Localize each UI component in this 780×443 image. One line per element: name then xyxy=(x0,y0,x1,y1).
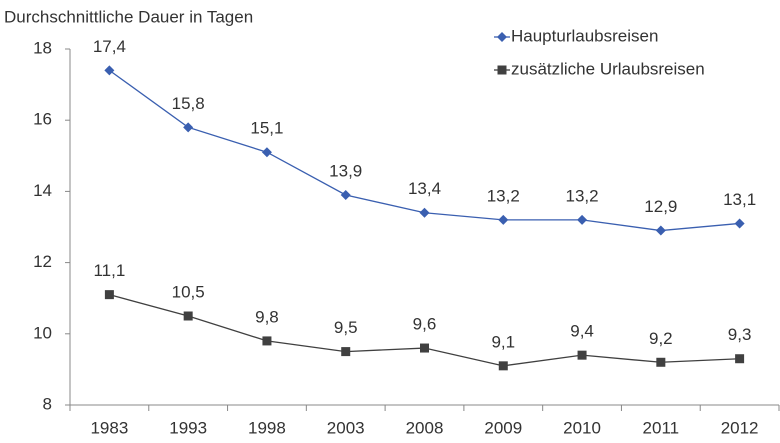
legend-swatch-marker xyxy=(497,65,507,75)
x-tick-label: 2012 xyxy=(721,418,759,437)
data-point xyxy=(261,147,272,158)
data-label: 9,4 xyxy=(570,322,594,341)
data-point xyxy=(420,343,429,353)
y-tick-label: 18 xyxy=(33,38,52,57)
data-point xyxy=(656,357,666,367)
data-label: 13,2 xyxy=(487,186,520,205)
x-tick-label: 2003 xyxy=(327,418,365,437)
data-point xyxy=(104,65,115,76)
data-point xyxy=(183,311,193,321)
y-tick-label: 16 xyxy=(33,110,52,129)
data-point xyxy=(577,214,588,225)
data-label: 15,1 xyxy=(250,119,283,138)
data-label: 17,4 xyxy=(93,37,126,56)
y-tick-label: 8 xyxy=(43,394,52,413)
data-label: 9,1 xyxy=(491,332,515,351)
y-tick-label: 14 xyxy=(33,181,52,200)
legend-label: zusätzliche Urlaubsreisen xyxy=(511,59,705,78)
data-label: 13,1 xyxy=(723,190,756,209)
data-point xyxy=(419,207,430,218)
data-point xyxy=(262,336,272,346)
data-label: 13,2 xyxy=(566,186,599,205)
data-label: 9,3 xyxy=(728,325,752,344)
data-label: 15,8 xyxy=(172,94,205,113)
y-axis-title: Durchschnittliche Dauer in Tagen xyxy=(4,7,253,26)
x-tick-label: 2008 xyxy=(406,418,444,437)
x-tick-label: 1983 xyxy=(90,418,128,437)
data-label: 9,8 xyxy=(255,307,279,326)
data-point xyxy=(341,347,351,357)
y-tick-label: 10 xyxy=(33,323,52,342)
data-label: 11,1 xyxy=(93,261,125,280)
x-tick-label: 2010 xyxy=(563,418,601,437)
data-label: 9,5 xyxy=(334,318,358,337)
data-label: 13,9 xyxy=(329,161,362,180)
x-tick-label: 1993 xyxy=(169,418,207,437)
x-tick-label: 2011 xyxy=(643,418,680,437)
y-tick-label: 12 xyxy=(33,252,52,271)
data-point xyxy=(340,189,351,200)
legend-swatch-marker xyxy=(497,32,507,42)
data-point xyxy=(577,350,587,360)
data-point xyxy=(183,122,194,133)
data-label: 10,5 xyxy=(172,282,205,301)
data-point xyxy=(735,354,745,364)
data-point xyxy=(734,218,745,229)
data-point xyxy=(498,214,509,225)
x-tick-label: 2009 xyxy=(484,418,522,437)
x-tick-label: 1998 xyxy=(248,418,286,437)
data-label: 13,4 xyxy=(408,179,441,198)
data-label: 9,2 xyxy=(649,329,673,348)
data-point xyxy=(655,225,666,236)
data-label: 12,9 xyxy=(644,197,677,216)
data-label: 9,6 xyxy=(413,315,437,334)
legend-label: Haupturlaubsreisen xyxy=(511,26,658,45)
data-point xyxy=(498,361,508,371)
data-point xyxy=(104,290,114,300)
